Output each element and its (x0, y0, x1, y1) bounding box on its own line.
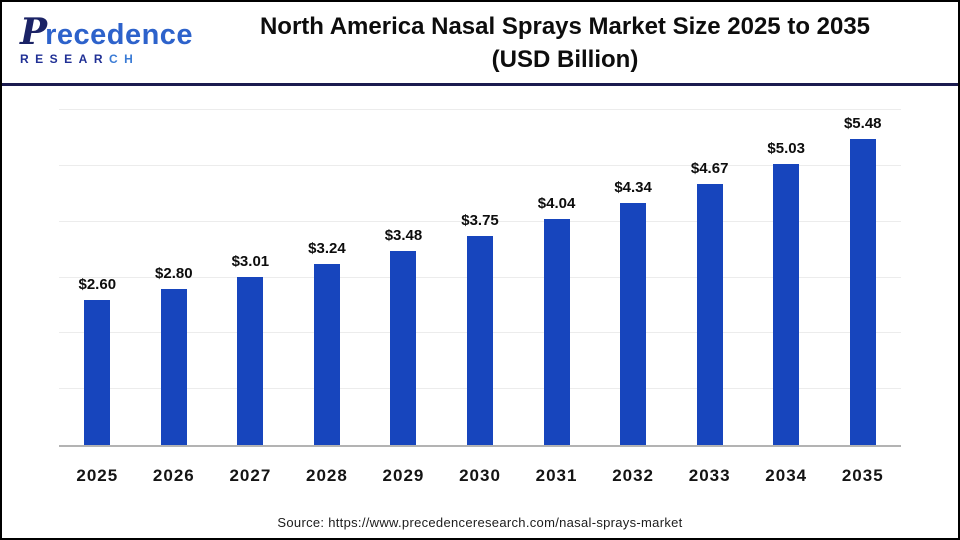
bar-value-label: $3.24 (308, 240, 346, 258)
bar-value-label: $2.80 (155, 264, 193, 282)
x-axis-label: 2026 (152, 466, 195, 485)
bar (696, 184, 723, 445)
bar (390, 250, 417, 445)
logo-wordmark-rest: recedence (45, 19, 194, 51)
bar (543, 219, 570, 445)
bar-value-label: $4.67 (690, 160, 729, 178)
bar-column: $3.48 2029 (365, 110, 442, 485)
bar-value-label: $5.03 (767, 140, 805, 158)
bar-value-label: $4.34 (614, 178, 652, 196)
x-axis-line (59, 445, 901, 447)
x-axis-label: 2027 (229, 466, 272, 485)
bar (84, 299, 111, 445)
bar (313, 264, 340, 445)
source-text: Source: https://www.precedenceresearch.c… (277, 515, 683, 530)
bar (237, 276, 264, 445)
gridline (59, 220, 901, 222)
x-axis-label: 2028 (306, 466, 348, 485)
bar (467, 235, 493, 445)
x-axis-label: 2025 (76, 466, 119, 485)
bar-column: $4.67 2033 (671, 110, 748, 485)
logo-leaf-p-glyph: P (20, 11, 47, 53)
bar (160, 288, 187, 445)
chart-title: North America Nasal Sprays Market Size 2… (182, 10, 948, 76)
logo-subtitle-left: RESEAR (20, 52, 110, 66)
logo-subtitle: RESEARCH (20, 52, 190, 66)
chart-title-line2: (USD Billion) (491, 46, 639, 73)
bar-value-label: $2.60 (78, 275, 117, 293)
bar-column: $4.04 2031 (518, 110, 595, 485)
x-axis-label: 2029 (382, 466, 425, 485)
bar (773, 164, 800, 445)
bar-column: $4.34 2032 (595, 110, 672, 485)
bar-columns: $2.60 2025 $2.80 2026 $3.01 2027 $3.24 2028 $3.4… (59, 110, 901, 485)
bar-value-label: $5.48 (843, 115, 882, 133)
bar-value-label: $3.01 (231, 252, 270, 270)
chart-title-line1: North America Nasal Sprays Market Size 2… (259, 13, 871, 40)
x-axis-label: 2032 (612, 466, 655, 485)
bar-value-label: $4.04 (537, 195, 576, 213)
bar-value-label: $3.48 (384, 226, 423, 244)
bar-value-label: $3.75 (461, 211, 499, 229)
x-axis-label: 2033 (688, 466, 731, 485)
logo-wordmark: Precedence (20, 11, 194, 53)
bar-column: $3.24 2028 (289, 110, 366, 485)
header-divider (2, 83, 958, 86)
bar (620, 202, 647, 445)
footer: Source: https://www.precedenceresearch.c… (2, 515, 958, 530)
bar-column: $2.80 2026 (136, 110, 213, 485)
x-axis-label: 2031 (535, 466, 578, 485)
plot-area: $2.60 2025 $2.80 2026 $3.01 2027 $3.24 2028 $3.4… (59, 109, 901, 485)
bar-column: $2.60 2025 (59, 110, 136, 485)
x-axis-label: 2034 (765, 466, 808, 485)
header: Precedence RESEARCH North America Nasal … (2, 2, 958, 82)
x-axis-label: 2030 (459, 466, 501, 485)
gridline (59, 164, 901, 166)
bar-column: $3.01 2027 (212, 110, 289, 485)
precedence-research-logo: Precedence RESEARCH (20, 11, 194, 66)
logo-subtitle-right: CH (109, 52, 140, 66)
bar-column: $5.03 2034 (748, 110, 825, 485)
x-axis-label: 2035 (841, 466, 884, 485)
bar-column: $3.75 2030 (442, 110, 519, 485)
gridline (59, 109, 901, 110)
bar-chart: $2.60 2025 $2.80 2026 $3.01 2027 $3.24 2028 $3.4… (2, 86, 958, 486)
bar-column: $5.48 2035 (824, 110, 901, 485)
bar (849, 139, 876, 445)
